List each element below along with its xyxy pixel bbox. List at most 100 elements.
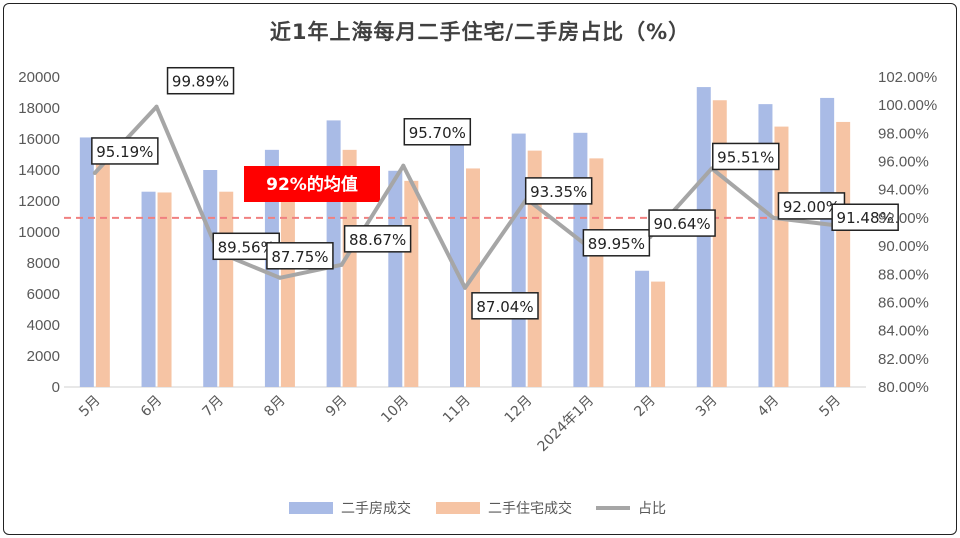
bar-series: [79, 87, 851, 388]
ratio-data-label: 88.67%: [349, 231, 406, 249]
legend-label: 二手住宅成交: [488, 500, 572, 517]
left-axis-tick-label: 12000: [18, 193, 60, 210]
bar-secondhand-total: [511, 133, 526, 387]
bar-secondhand-total: [141, 191, 156, 387]
ratio-line-point: [339, 262, 344, 267]
legend: 二手房成交 二手住宅成交 占比: [289, 500, 666, 517]
average-line-group: 92%的均值: [64, 166, 890, 223]
ratio-data-label: 87.04%: [476, 298, 533, 316]
right-axis-tick-label: 90.00%: [878, 238, 929, 255]
x-axis-category-label: 10月: [378, 393, 412, 427]
bar-secondhand-residential: [157, 192, 172, 387]
average-badge: [244, 166, 380, 202]
left-axis-tick-label: 14000: [18, 162, 60, 179]
ratio-data-label-box: [471, 292, 539, 320]
x-axis-category-label: 6月: [138, 393, 166, 421]
bar-secondhand-residential: [404, 180, 419, 387]
ratio-data-label-box: [582, 229, 651, 257]
ratio-data-label: 91.48%: [837, 209, 894, 227]
bar-secondhand-total: [696, 87, 711, 387]
ratio-data-label-box: [403, 118, 472, 146]
left-axis-tick-label: 18000: [18, 100, 60, 117]
bar-secondhand-residential: [219, 191, 234, 387]
right-axis-tick-label: 82.00%: [878, 351, 929, 368]
ratio-line-point: [771, 215, 776, 220]
x-axis-category-label: 7月: [200, 393, 228, 421]
ratio-line-point: [277, 275, 282, 280]
bar-secondhand-total: [573, 132, 588, 387]
data-labels: 95.19% 99.89% 89.56%87.75% 88.67% 95.70% 87.0…: [91, 66, 899, 320]
ratio-data-label-box: [524, 177, 593, 205]
right-axis-tick-label: 98.00%: [878, 125, 929, 142]
right-axis-tick-label: 102.00%: [878, 69, 937, 86]
right-axis-tick-label: 80.00%: [878, 379, 929, 396]
bar-secondhand-total: [79, 137, 94, 387]
left-axis-tick-label: 10000: [18, 224, 60, 241]
left-axis-tick-label: 20000: [18, 69, 60, 86]
ratio-data-label: 95.51%: [717, 148, 774, 166]
ratio-line-point: [92, 170, 97, 175]
left-axis-tick-label: 4000: [27, 317, 60, 334]
left-axis-tick-label: 2000: [27, 348, 60, 365]
ratio-data-label: 89.56%: [218, 238, 275, 256]
bar-secondhand-total: [203, 170, 218, 387]
legend-swatch: [436, 502, 480, 514]
bar-secondhand-total: [820, 97, 835, 388]
average-badge-label: 92%的均值: [266, 174, 358, 195]
ratio-line-point: [463, 285, 467, 290]
right-axis-tick-label: 94.00%: [878, 182, 929, 199]
bar-secondhand-residential: [651, 281, 666, 387]
legend-swatch: [289, 502, 333, 514]
ratio-data-label: 92.00%: [783, 198, 840, 216]
bar-secondhand-residential: [342, 149, 357, 387]
x-axis-category-label: 8月: [261, 393, 289, 421]
left-axis-tick-label: 6000: [27, 286, 60, 303]
ratio-data-label: 89.95%: [588, 235, 645, 253]
bar-secondhand-total: [450, 135, 464, 387]
x-axis-category-label: 3月: [693, 393, 721, 421]
x-axis-category-label: 12月: [502, 393, 536, 427]
ratio-data-label-box: [712, 142, 780, 171]
ratio-line-point: [154, 104, 159, 109]
left-axis-tick-label: 0: [52, 379, 60, 396]
bar-secondhand-residential: [589, 158, 604, 387]
chart-title: 近1年上海每月二手住宅/二手房占比（%）: [269, 20, 691, 44]
ratio-data-label: 99.89%: [172, 73, 229, 91]
right-axis-tick-label: 96.00%: [878, 154, 929, 171]
bar-secondhand-residential: [836, 121, 851, 387]
ratio-data-label: 95.19%: [96, 143, 153, 161]
right-axis-tick-label: 100.00%: [878, 97, 937, 114]
bar-secondhand-total: [758, 104, 773, 387]
legend-label: 二手房成交: [341, 500, 411, 517]
x-axis-category-label: 11月: [440, 393, 474, 427]
x-axis-category-label: 5月: [816, 393, 844, 421]
x-axis-category-label: 2月: [631, 393, 659, 421]
ratio-data-label: 93.35%: [530, 183, 587, 201]
right-axis-tick-label: 84.00%: [878, 323, 929, 340]
x-axis-category-label: 5月: [76, 393, 104, 421]
x-axis-category-label: 4月: [755, 393, 783, 421]
ratio-data-label: 95.70%: [409, 124, 466, 142]
bar-secondhand-residential: [774, 126, 789, 387]
right-axis-tick-label: 88.00%: [878, 266, 929, 283]
left-axis-tick-label: 8000: [27, 255, 60, 272]
left-axis-tick-label: 16000: [18, 131, 60, 148]
right-axis-tick-label: 92.00%: [878, 210, 929, 227]
bar-secondhand-total: [388, 170, 403, 387]
ratio-data-label: 90.64%: [653, 215, 710, 233]
ratio-data-label: 87.75%: [271, 248, 328, 266]
ratio-data-label-box: [266, 242, 334, 270]
right-axis-tick-label: 86.00%: [878, 294, 929, 311]
bar-secondhand-residential: [95, 149, 110, 387]
legend-label: 占比: [638, 501, 666, 517]
bar-secondhand-total: [635, 270, 650, 387]
ratio-data-label-box: [343, 225, 412, 253]
ratio-data-label-box: [166, 66, 235, 95]
ratio-line-point: [401, 163, 406, 168]
ratio-data-label-box: [648, 209, 716, 237]
ratio-data-label-box: [91, 137, 159, 165]
bar-secondhand-residential: [280, 174, 295, 387]
ratio-data-label-box: [831, 203, 899, 231]
x-axis-category-label: 9月: [323, 393, 351, 421]
